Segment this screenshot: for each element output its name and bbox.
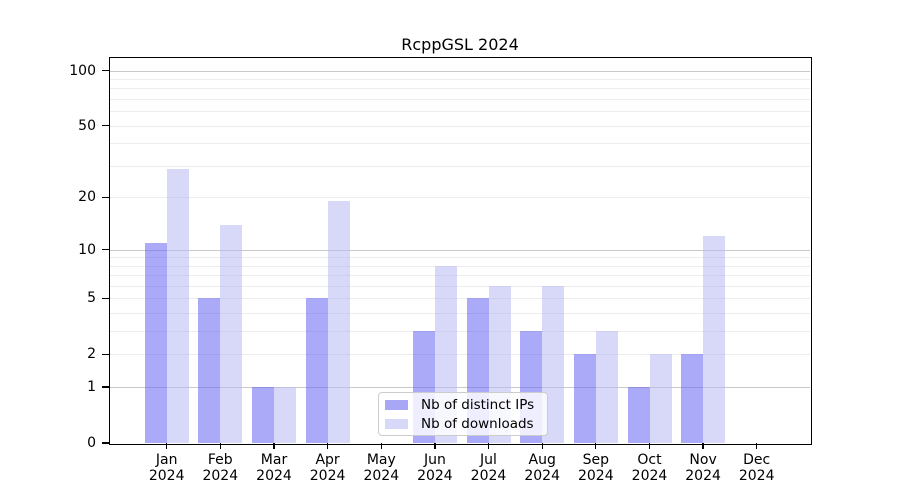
x-tick-label-jun: Jun 2024 — [417, 452, 453, 484]
x-tick-mark-nov — [702, 443, 704, 449]
gridline-100 — [110, 70, 810, 72]
gridline-50 — [110, 125, 810, 127]
gridline-60 — [110, 111, 810, 113]
y-tick-label-2: 2 — [87, 346, 96, 363]
gridline-20 — [110, 197, 810, 199]
x-tick-label-aug: Aug 2024 — [524, 452, 560, 484]
x-tick-mark-jan — [166, 443, 168, 449]
bar-downloads-nov — [703, 236, 726, 443]
x-tick-mark-apr — [326, 443, 329, 449]
legend-swatch-distinct-ips — [385, 399, 408, 410]
y-tick-mark-2 — [102, 353, 109, 355]
y-tick-label-100: 100 — [69, 62, 96, 79]
gridline-8 — [110, 265, 810, 267]
bar-downloads-jan — [166, 168, 189, 443]
x-tick-label-sep: Sep 2024 — [577, 452, 614, 484]
bar-ips-jan — [144, 242, 167, 443]
legend-item-distinct-ips: Nb of distinct IPs — [385, 397, 539, 413]
gridline-2 — [110, 354, 810, 356]
bar-ips-sep — [573, 354, 596, 443]
x-tick-label-dec: Dec 2024 — [738, 452, 775, 484]
bar-ips-apr — [305, 298, 328, 443]
plot-area: Nb of distinct IPs Nb of downloads — [110, 58, 810, 443]
legend-item-downloads: Nb of downloads — [385, 416, 539, 432]
x-tick-label-mar: Mar 2024 — [256, 452, 292, 484]
gridline-4 — [110, 313, 810, 315]
gridline-10 — [110, 249, 810, 251]
y-tick-label-20: 20 — [78, 189, 96, 206]
x-tick-label-apr: Apr 2024 — [309, 452, 346, 484]
legend-label-distinct-ips: Nb of distinct IPs — [421, 396, 535, 413]
x-tick-mark-jun — [434, 443, 436, 449]
y-tick-label-10: 10 — [78, 241, 96, 258]
y-tick-mark-20 — [102, 196, 109, 198]
bar-ips-feb — [198, 298, 221, 443]
bar-downloads-apr — [327, 201, 350, 443]
bar-ips-nov — [681, 354, 704, 443]
legend: Nb of distinct IPs Nb of downloads — [378, 392, 548, 436]
x-tick-mark-jul — [487, 443, 490, 449]
x-tick-label-oct: Oct 2024 — [631, 452, 668, 484]
y-tick-mark-0 — [102, 442, 109, 444]
x-tick-mark-dec — [756, 443, 758, 449]
y-tick-mark-10 — [102, 248, 109, 251]
gridline-6 — [110, 286, 810, 287]
gridline-30 — [110, 165, 810, 167]
legend-swatch-downloads — [385, 418, 408, 429]
bar-downloads-mar — [274, 387, 296, 443]
gridline-7 — [110, 275, 810, 277]
y-tick-mark-5 — [102, 297, 109, 300]
x-tick-label-feb: Feb 2024 — [202, 452, 239, 484]
x-tick-mark-oct — [648, 443, 651, 449]
x-tick-mark-sep — [595, 443, 597, 449]
x-tick-mark-may — [380, 443, 382, 449]
x-tick-mark-feb — [219, 443, 221, 449]
gridline-70 — [110, 99, 810, 100]
gridline-90 — [110, 79, 810, 80]
gridline-9 — [110, 257, 810, 259]
bar-ips-oct — [627, 387, 650, 443]
y-tick-label-5: 5 — [87, 290, 96, 307]
bar-ips-mar — [252, 387, 274, 443]
bar-downloads-oct — [649, 354, 672, 443]
y-tick-mark-1 — [102, 386, 109, 388]
x-tick-label-may: May 2024 — [363, 452, 400, 484]
gridline-1 — [110, 387, 810, 389]
y-tick-mark-100 — [102, 69, 109, 72]
gridline-5 — [110, 298, 810, 300]
x-tick-mark-aug — [541, 443, 543, 449]
y-tick-label-50: 50 — [78, 117, 96, 134]
chart-title: RcppGSL 2024 — [401, 35, 519, 54]
gridline-40 — [110, 143, 810, 145]
y-tick-label-1: 1 — [87, 379, 96, 396]
x-tick-label-nov: Nov 2024 — [685, 452, 721, 484]
bar-downloads-feb — [220, 224, 243, 443]
bar-downloads-sep — [595, 331, 618, 443]
y-tick-label-0: 0 — [87, 435, 96, 451]
x-tick-mark-mar — [273, 443, 275, 449]
y-tick-mark-50 — [102, 125, 109, 127]
x-tick-label-jul: Jul 2024 — [470, 452, 507, 484]
legend-label-downloads: Nb of downloads — [421, 415, 534, 432]
x-tick-label-jan: Jan 2024 — [148, 452, 185, 484]
gridline-80 — [110, 88, 810, 90]
gridline-3 — [110, 331, 810, 333]
